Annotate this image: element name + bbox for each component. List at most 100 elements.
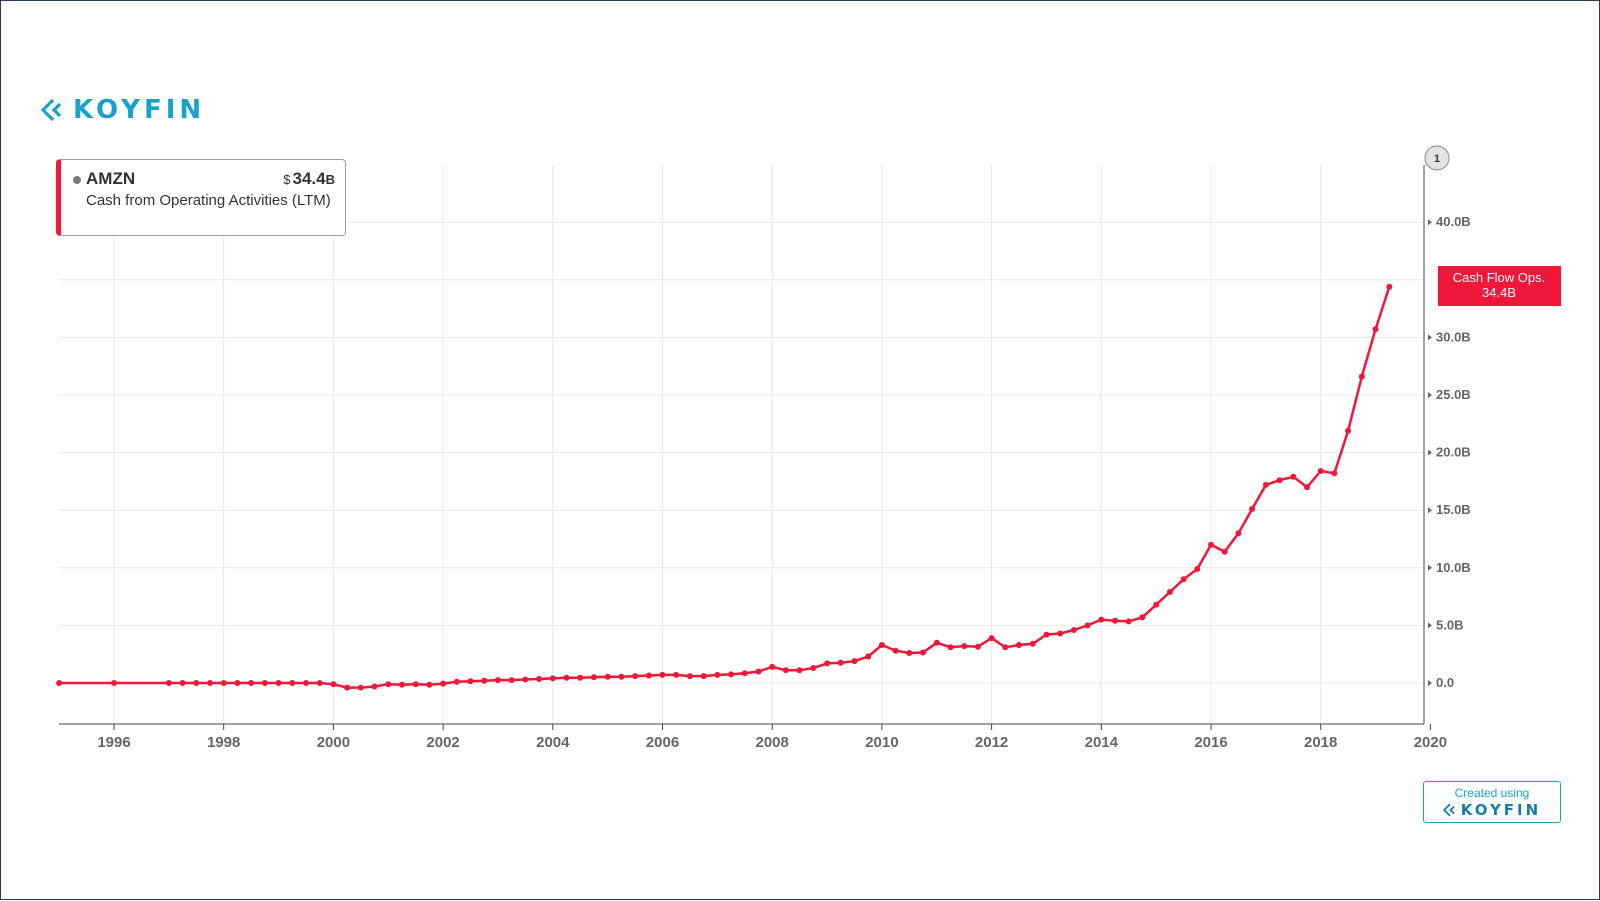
data-point [933,639,940,646]
data-point [865,653,872,660]
data-point [878,642,885,648]
data-point [453,678,460,685]
data-point [769,663,776,670]
y-tick-marker-icon [1428,507,1432,514]
data-point [1386,283,1393,290]
data-point [1043,631,1050,638]
y-tick-marker-icon [1428,392,1432,398]
pin-marker[interactable]: 1 [1424,145,1450,171]
data-point [632,673,639,680]
data-point [426,681,433,688]
x-tick-label: 2000 [317,734,350,751]
data-point [357,684,364,691]
data-point [563,674,570,681]
vertical-grid [113,165,1322,724]
data-point [412,681,419,688]
data-point [645,672,652,679]
data-point [399,681,405,688]
data-point [810,665,817,671]
x-tick-label: 2016 [1194,734,1227,751]
horizontal-grid [59,221,1424,684]
koyfin-logo[interactable]: KOYFIN [41,95,205,125]
y-tick-marker-icon [1428,564,1432,571]
data-point [618,673,625,680]
x-tick-label: 2018 [1304,734,1337,751]
data-point [1153,601,1160,608]
data-point [741,670,748,677]
koyfin-chevron-icon [1442,803,1455,817]
data-point [549,675,556,682]
y-tick-marker-icon [1428,622,1432,629]
legend-value-suffix: B [325,172,335,187]
data-point [1057,630,1064,637]
data-point [1194,566,1201,572]
x-tick-label: 2004 [536,734,570,751]
data-point [1317,468,1324,474]
y-tick-label: 0.0 [1436,675,1454,690]
legend-value-number: 34.4 [292,169,326,188]
data-point [1304,484,1310,491]
series-badge-name: Cash Flow Ops. [1453,270,1545,285]
data-point [1290,473,1297,480]
y-tick-label: 15.0B [1436,502,1471,517]
koyfin-chevron-icon [41,98,62,122]
data-point [1016,642,1022,648]
data-point [1029,640,1036,647]
y-tick-label: 20.0B [1436,445,1471,460]
data-point [673,671,680,678]
legend-description: Cash from Operating Activities (LTM) [86,192,331,209]
data-point [330,681,337,688]
data-point [782,667,789,674]
data-point [344,684,351,691]
series-line-cash-flow-ops[interactable] [59,286,1391,689]
data-point [440,680,447,687]
x-tick-label: 2006 [646,734,679,751]
data-point [686,673,693,680]
y-axis-ticks: 0.0 5.0B 10.0B 15.0B 20.0B 25.0B 30.0B 40.0B [1428,214,1471,690]
data-point [920,649,926,656]
x-tick-label: 2008 [756,734,789,751]
data-point [494,677,501,684]
series-legend[interactable]: AMZN $34.4B Cash from Operating Activiti… [56,159,346,236]
y-tick-marker-icon [1428,219,1432,226]
legend-dot-icon [73,176,81,184]
data-point [974,643,981,650]
credit-brand: KOYFIN [1424,801,1560,819]
data-point [193,680,200,686]
data-point [659,671,666,678]
pin-marker-label: 1 [1434,153,1440,165]
data-point [1221,548,1228,555]
data-point [275,680,282,686]
data-point [1358,373,1365,380]
data-point [522,676,529,683]
data-point [385,681,392,688]
data-point [261,680,268,686]
legend-currency: $ [283,172,291,187]
legend-ticker: AMZN [86,169,136,188]
brand-name: KOYFIN [73,95,206,125]
data-point [1070,627,1077,633]
data-point [56,680,63,686]
credit-brand-name: KOYFIN [1460,801,1542,819]
y-tick-label: 10.0B [1436,560,1471,575]
data-point [111,680,117,686]
data-point [577,674,584,681]
data-point [1084,622,1091,629]
y-tick-label: 30.0B [1436,329,1471,344]
data-point [1331,470,1338,477]
y-tick-label: 40.0B [1436,214,1471,229]
series-points [56,283,1393,691]
data-point [536,676,543,682]
data-point [1166,589,1173,595]
data-point [851,658,858,665]
created-using-badge[interactable]: Created using KOYFIN [1423,781,1561,823]
x-axis-ticks: 1996 1998 2000 2002 2004 2006 2008 2010 2012 2014… [97,724,1447,751]
data-point [1345,427,1352,434]
y-tick-marker-icon [1428,334,1432,341]
data-point [371,683,378,690]
data-point [947,644,954,651]
data-point [1180,576,1187,583]
data-point [481,677,488,684]
